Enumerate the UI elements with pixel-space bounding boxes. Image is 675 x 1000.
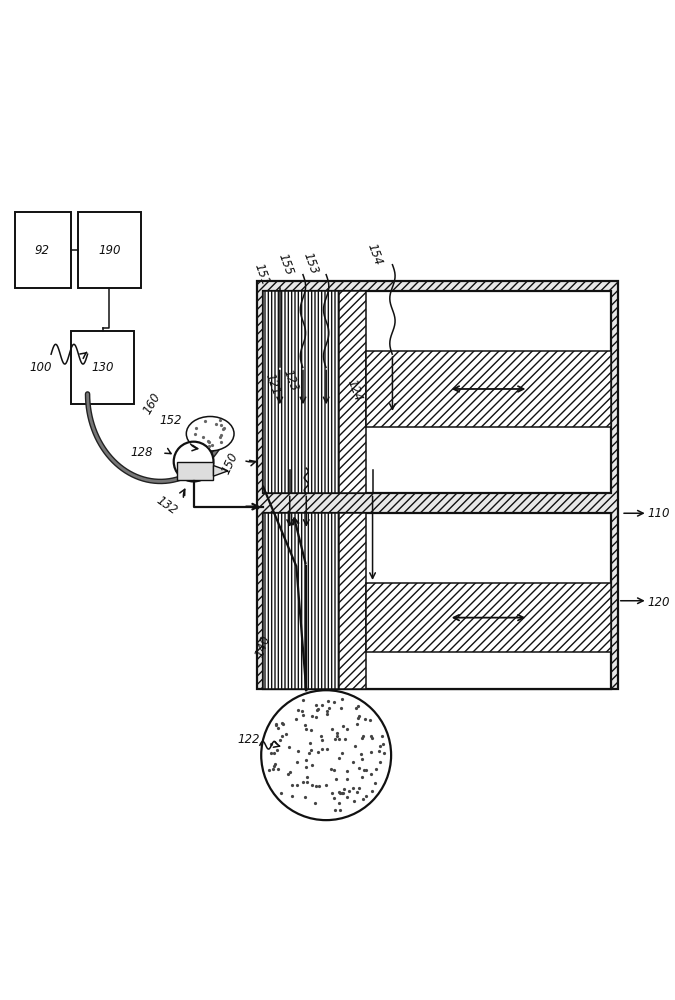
Bar (263, 513, 340, 689)
Text: 150: 150 (219, 451, 241, 476)
Bar (263, 291, 340, 493)
Ellipse shape (186, 416, 234, 451)
Text: 92: 92 (35, 244, 50, 257)
Bar (177, 462, 213, 480)
Text: 155: 155 (276, 252, 296, 278)
Circle shape (173, 442, 213, 481)
Text: 110: 110 (647, 507, 670, 520)
Text: 153: 153 (301, 251, 321, 276)
Bar (340, 513, 366, 689)
Text: 130: 130 (92, 361, 114, 374)
Bar (263, 513, 611, 689)
Text: 123: 123 (281, 368, 301, 393)
Text: 151: 151 (252, 262, 272, 287)
Bar (366, 351, 611, 427)
Bar (340, 291, 366, 493)
Text: 120: 120 (647, 596, 670, 609)
Text: 121: 121 (263, 371, 282, 397)
Bar (71, 331, 134, 404)
Text: 122: 122 (238, 733, 260, 746)
Circle shape (261, 690, 391, 820)
Text: 140: 140 (253, 633, 273, 659)
Bar (78, 212, 140, 288)
Text: 124: 124 (345, 378, 364, 403)
Bar (15, 212, 71, 288)
Text: 152: 152 (159, 414, 182, 427)
Polygon shape (213, 466, 228, 476)
Text: 100: 100 (30, 361, 53, 374)
Text: 190: 190 (98, 244, 121, 257)
Text: 160: 160 (141, 391, 164, 417)
Text: 132: 132 (154, 494, 180, 517)
Bar (263, 291, 611, 493)
Bar (366, 583, 611, 652)
Text: 128: 128 (130, 446, 153, 459)
Bar (256, 281, 618, 689)
Text: 154: 154 (364, 242, 385, 268)
